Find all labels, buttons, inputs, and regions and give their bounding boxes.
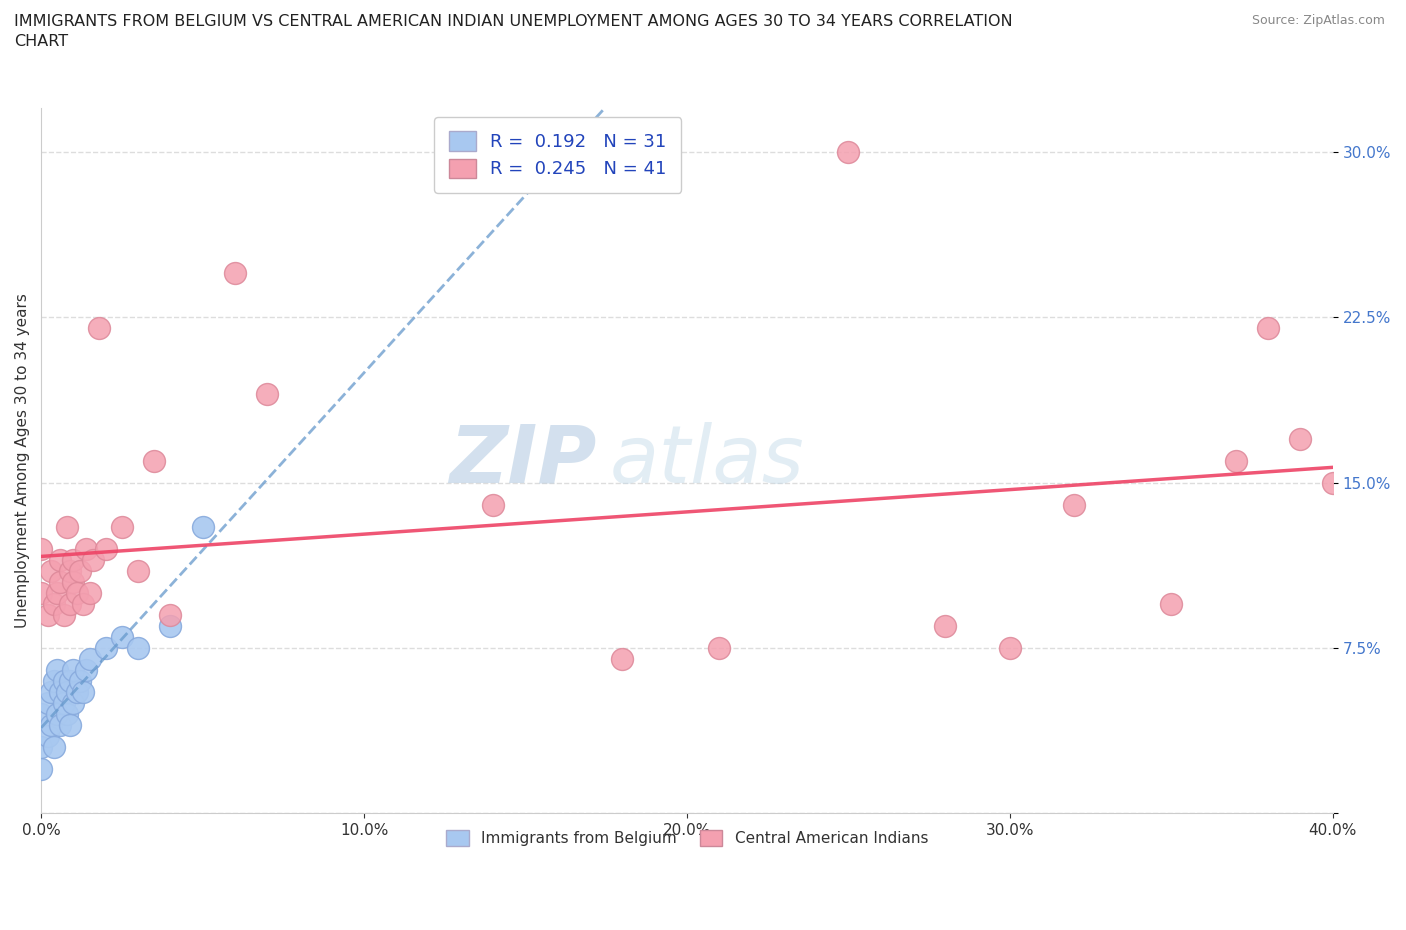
Point <box>37 607 59 622</box>
Point <box>111 630 134 644</box>
Point <box>66 585 89 600</box>
Point <box>709 641 731 656</box>
Point <box>159 618 181 633</box>
Point <box>72 684 94 699</box>
Point <box>56 707 79 722</box>
Text: IMMIGRANTS FROM BELGIUM VS CENTRAL AMERICAN INDIAN UNEMPLOYMENT AMONG AGES 30 TO: IMMIGRANTS FROM BELGIUM VS CENTRAL AMERI… <box>14 14 1012 48</box>
Point <box>42 739 65 754</box>
Point <box>1063 498 1085 512</box>
Point <box>39 718 62 733</box>
Point <box>46 707 69 722</box>
Point <box>62 696 84 711</box>
Point <box>1289 432 1312 446</box>
Point <box>69 673 91 688</box>
Point <box>111 519 134 534</box>
Point <box>49 684 72 699</box>
Point <box>42 673 65 688</box>
Point <box>191 519 214 534</box>
Point <box>30 707 52 722</box>
Point <box>30 541 52 556</box>
Point <box>1322 475 1344 490</box>
Point <box>56 684 79 699</box>
Point <box>79 651 101 666</box>
Point <box>94 541 117 556</box>
Point <box>79 585 101 600</box>
Point <box>1225 453 1247 468</box>
Text: Source: ZipAtlas.com: Source: ZipAtlas.com <box>1251 14 1385 27</box>
Point <box>75 662 97 677</box>
Point <box>59 564 82 578</box>
Point <box>37 696 59 711</box>
Point <box>49 575 72 590</box>
Point <box>837 145 859 160</box>
Point <box>30 585 52 600</box>
Point <box>72 596 94 611</box>
Point <box>89 321 111 336</box>
Point <box>37 728 59 743</box>
Point <box>52 607 75 622</box>
Point <box>69 564 91 578</box>
Point <box>39 684 62 699</box>
Point <box>934 618 956 633</box>
Point <box>59 596 82 611</box>
Point <box>1160 596 1182 611</box>
Point <box>52 696 75 711</box>
Point <box>94 641 117 656</box>
Y-axis label: Unemployment Among Ages 30 to 34 years: Unemployment Among Ages 30 to 34 years <box>15 293 30 628</box>
Point <box>46 585 69 600</box>
Point <box>82 552 104 567</box>
Legend: Immigrants from Belgium, Central American Indians: Immigrants from Belgium, Central America… <box>433 818 941 858</box>
Point <box>143 453 166 468</box>
Point <box>62 662 84 677</box>
Text: atlas: atlas <box>609 421 804 499</box>
Text: ZIP: ZIP <box>449 421 596 499</box>
Point <box>49 552 72 567</box>
Point <box>998 641 1021 656</box>
Point <box>66 684 89 699</box>
Point <box>224 266 246 281</box>
Point <box>62 575 84 590</box>
Point <box>56 519 79 534</box>
Point <box>159 607 181 622</box>
Point <box>127 564 149 578</box>
Point <box>49 718 72 733</box>
Point <box>52 673 75 688</box>
Point <box>42 596 65 611</box>
Point <box>1354 453 1376 468</box>
Point <box>59 673 82 688</box>
Point <box>612 651 634 666</box>
Point <box>46 662 69 677</box>
Point <box>62 552 84 567</box>
Point <box>482 498 505 512</box>
Point <box>1257 321 1279 336</box>
Point <box>30 762 52 777</box>
Point <box>127 641 149 656</box>
Point <box>39 564 62 578</box>
Point <box>256 387 278 402</box>
Point <box>30 739 52 754</box>
Point <box>59 718 82 733</box>
Point <box>75 541 97 556</box>
